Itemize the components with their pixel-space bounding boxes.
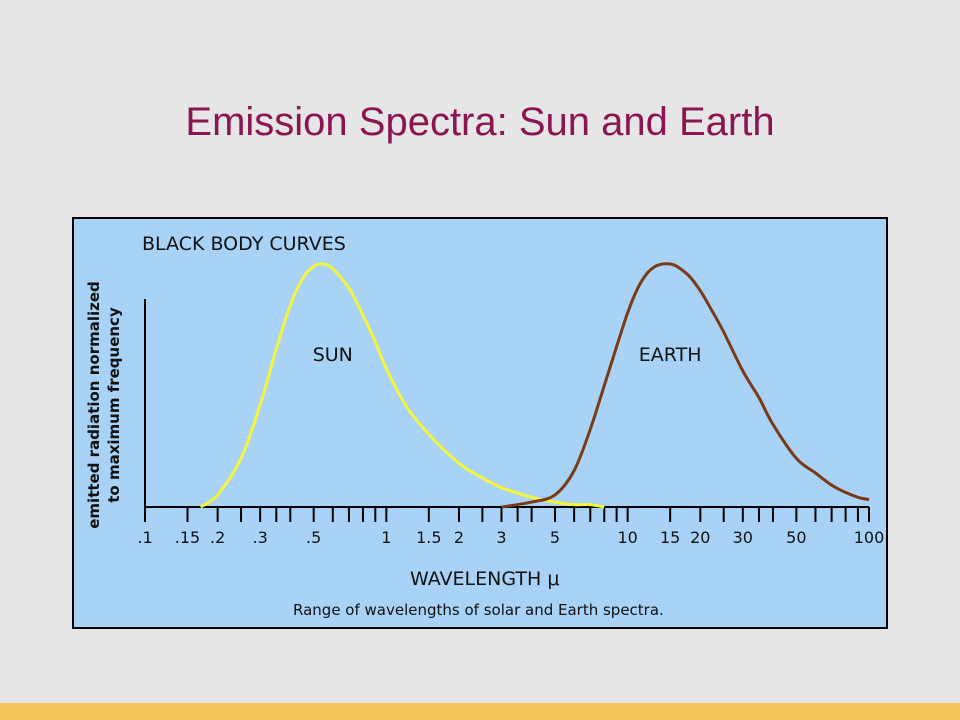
- x-tick-label: 5: [550, 528, 560, 547]
- x-tick-label: 100: [854, 528, 885, 547]
- series-line-sun: [201, 264, 605, 507]
- x-tick-label: 50: [786, 528, 806, 547]
- x-tick-label: 10: [617, 528, 637, 547]
- x-tick-label: .1: [137, 528, 152, 547]
- x-tick-label: 30: [733, 528, 753, 547]
- series-label-earth: EARTH: [639, 344, 702, 366]
- x-tick-label: 20: [690, 528, 710, 547]
- x-tick-label: 1.5: [416, 528, 441, 547]
- x-tick-label: .3: [253, 528, 268, 547]
- chart-figure: BLACK BODY CURVES emitted radiation norm…: [72, 217, 888, 629]
- x-axis-label: WAVELENGTH μ: [410, 568, 559, 590]
- series-label-sun: SUN: [313, 344, 353, 366]
- series-line-earth: [502, 264, 870, 507]
- x-tick-label: .15: [175, 528, 200, 547]
- x-tick-label: .5: [306, 528, 321, 547]
- x-tick-label: 3: [496, 528, 506, 547]
- footer-bar: [0, 703, 960, 720]
- y-axis-label-line-1: emitted radiation normalized: [85, 281, 103, 529]
- chart-caption: Range of wavelengths of solar and Earth …: [293, 601, 664, 619]
- x-tick-label: 15: [660, 528, 680, 547]
- y-axis-label-line-2: to maximum frequency: [105, 307, 123, 503]
- x-tick-label: 1: [381, 528, 391, 547]
- x-tick-label: 2: [454, 528, 464, 547]
- slide-title: Emission Spectra: Sun and Earth: [0, 100, 960, 145]
- x-tick-label: .2: [210, 528, 225, 547]
- chart-title: BLACK BODY CURVES: [142, 233, 346, 255]
- chart-svg: BLACK BODY CURVES emitted radiation norm…: [74, 219, 886, 627]
